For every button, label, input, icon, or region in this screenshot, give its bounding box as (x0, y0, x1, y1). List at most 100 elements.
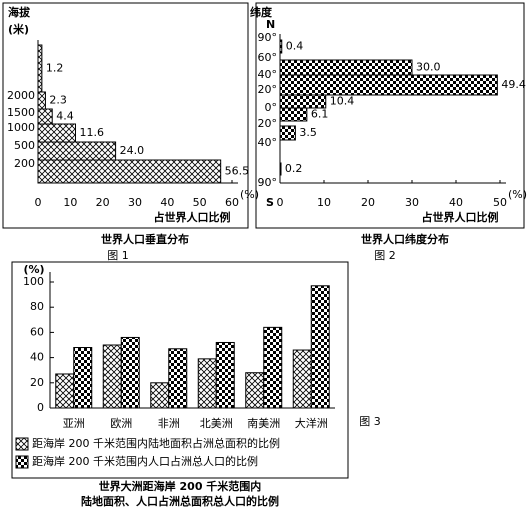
value-label: 1.2 (46, 62, 64, 75)
y-tick-label: 20° (258, 117, 278, 130)
value-label: 3.5 (299, 126, 317, 139)
value-label: 6.1 (311, 108, 329, 121)
chart-title: 世界人口纬度分布 (361, 232, 449, 246)
x-tick-label: 0 (277, 196, 284, 209)
x-tick-label: 南美洲 (247, 417, 280, 430)
chart-title: 陆地面积、人口占洲总面积总人口的比例 (81, 494, 279, 508)
value-label: 11.6 (80, 126, 105, 139)
y-tick-label: 60° (258, 51, 278, 64)
value-label: 56.5 (225, 165, 250, 178)
figure-caption: 图 2 (374, 249, 396, 262)
y-tick-label: 2000 (7, 89, 35, 102)
bar (37, 44, 43, 93)
bar (292, 349, 312, 409)
bar (150, 382, 170, 409)
y-tick-label: 60 (30, 325, 44, 338)
legend-label: 距海岸 200 千米范围内陆地面积占洲总面积的比例 (32, 436, 280, 450)
value-label: 2.3 (49, 94, 67, 107)
legend-swatch (15, 455, 29, 469)
bar (55, 373, 75, 409)
y-tick-label: 1000 (7, 121, 35, 134)
bar (73, 347, 93, 409)
x-tick-label: 20 (96, 196, 110, 209)
value-label: 0.2 (285, 162, 303, 175)
y-tick-label: 40 (30, 351, 44, 364)
x-tick-label: 40 (449, 196, 463, 209)
y-tick-label: 20 (30, 376, 44, 389)
x-tick-label: 30 (405, 196, 419, 209)
panel-frame (255, 2, 525, 229)
chart-title: 世界大洲距海岸 200 千米范围内 (99, 479, 262, 493)
x-axis-title: 占世界人口比例 (422, 210, 499, 224)
x-axis-unit: (%) (508, 188, 527, 201)
value-label: 24.0 (120, 144, 145, 157)
y-tick-label: 40° (258, 68, 278, 81)
y-tick-label: 0° (265, 101, 278, 114)
y-axis-unit: (%) (23, 263, 44, 276)
x-tick-label: 20 (361, 196, 375, 209)
y-axis-title: 纬度 (250, 5, 273, 19)
bar (279, 125, 296, 141)
x-tick-label: 北美洲 (200, 417, 233, 430)
bar (279, 59, 413, 76)
y-tick-label: 80 (30, 300, 44, 313)
panel-frame (2, 2, 249, 229)
y-axis-unit: (米) (8, 22, 29, 36)
bar (279, 74, 498, 96)
bar (120, 336, 140, 409)
bar (37, 123, 77, 143)
value-label: 30.0 (416, 61, 441, 74)
bar (168, 348, 188, 409)
x-tick-label: 60 (225, 196, 239, 209)
bar (37, 159, 222, 184)
x-tick-label: 欧洲 (110, 417, 132, 430)
y-tick-label: 90° (258, 31, 278, 44)
panel-frame (11, 261, 349, 479)
value-label: 49.4 (501, 78, 526, 91)
figure-caption: 图 3 (359, 415, 381, 428)
x-tick-label: 10 (317, 196, 331, 209)
bar (245, 372, 265, 409)
figure-caption: 图 1 (107, 249, 129, 262)
x-tick-label: 0 (35, 196, 42, 209)
x-tick-label: 大洋洲 (295, 416, 328, 430)
x-tick-label: 非洲 (158, 417, 180, 430)
chart-title: 世界人口垂直分布 (101, 232, 189, 246)
bar (37, 91, 46, 110)
y-tick-label: 200 (14, 157, 35, 170)
south-label: S (266, 196, 274, 209)
bar (215, 341, 235, 409)
bar (37, 108, 53, 125)
x-tick-label: 40 (160, 196, 174, 209)
x-tick-label: 10 (63, 196, 77, 209)
bar (279, 39, 283, 54)
legend-swatch (15, 437, 29, 451)
x-tick-label: 50 (193, 196, 207, 209)
y-tick-label: 100 (23, 275, 44, 288)
bar (37, 141, 117, 161)
x-axis-title: 占世界人口比例 (154, 210, 231, 224)
x-tick-label: 50 (493, 196, 507, 209)
x-axis-unit: (%) (240, 188, 259, 201)
bar (263, 326, 283, 409)
north-label: N (266, 18, 275, 31)
value-label: 10.4 (330, 95, 355, 108)
y-tick-label: 0 (37, 401, 44, 414)
legend-label: 距海岸 200 千米范围内人口占洲总人口的比例 (32, 454, 258, 468)
x-tick-label: 亚洲 (63, 417, 85, 430)
y-tick-label: 40° (258, 136, 278, 149)
y-tick-label: 1500 (7, 106, 35, 119)
bar (310, 285, 330, 409)
bar (102, 344, 122, 409)
y-tick-label: 90° (258, 176, 278, 189)
y-axis-title: 海拔 (8, 5, 31, 19)
value-label: 0.4 (286, 40, 304, 53)
x-tick-label: 30 (128, 196, 142, 209)
y-tick-label: 500 (14, 139, 35, 152)
bar (279, 94, 327, 109)
bar (197, 358, 217, 409)
value-label: 4.4 (56, 110, 74, 123)
bar (279, 162, 282, 176)
y-tick-label: 20° (258, 83, 278, 96)
